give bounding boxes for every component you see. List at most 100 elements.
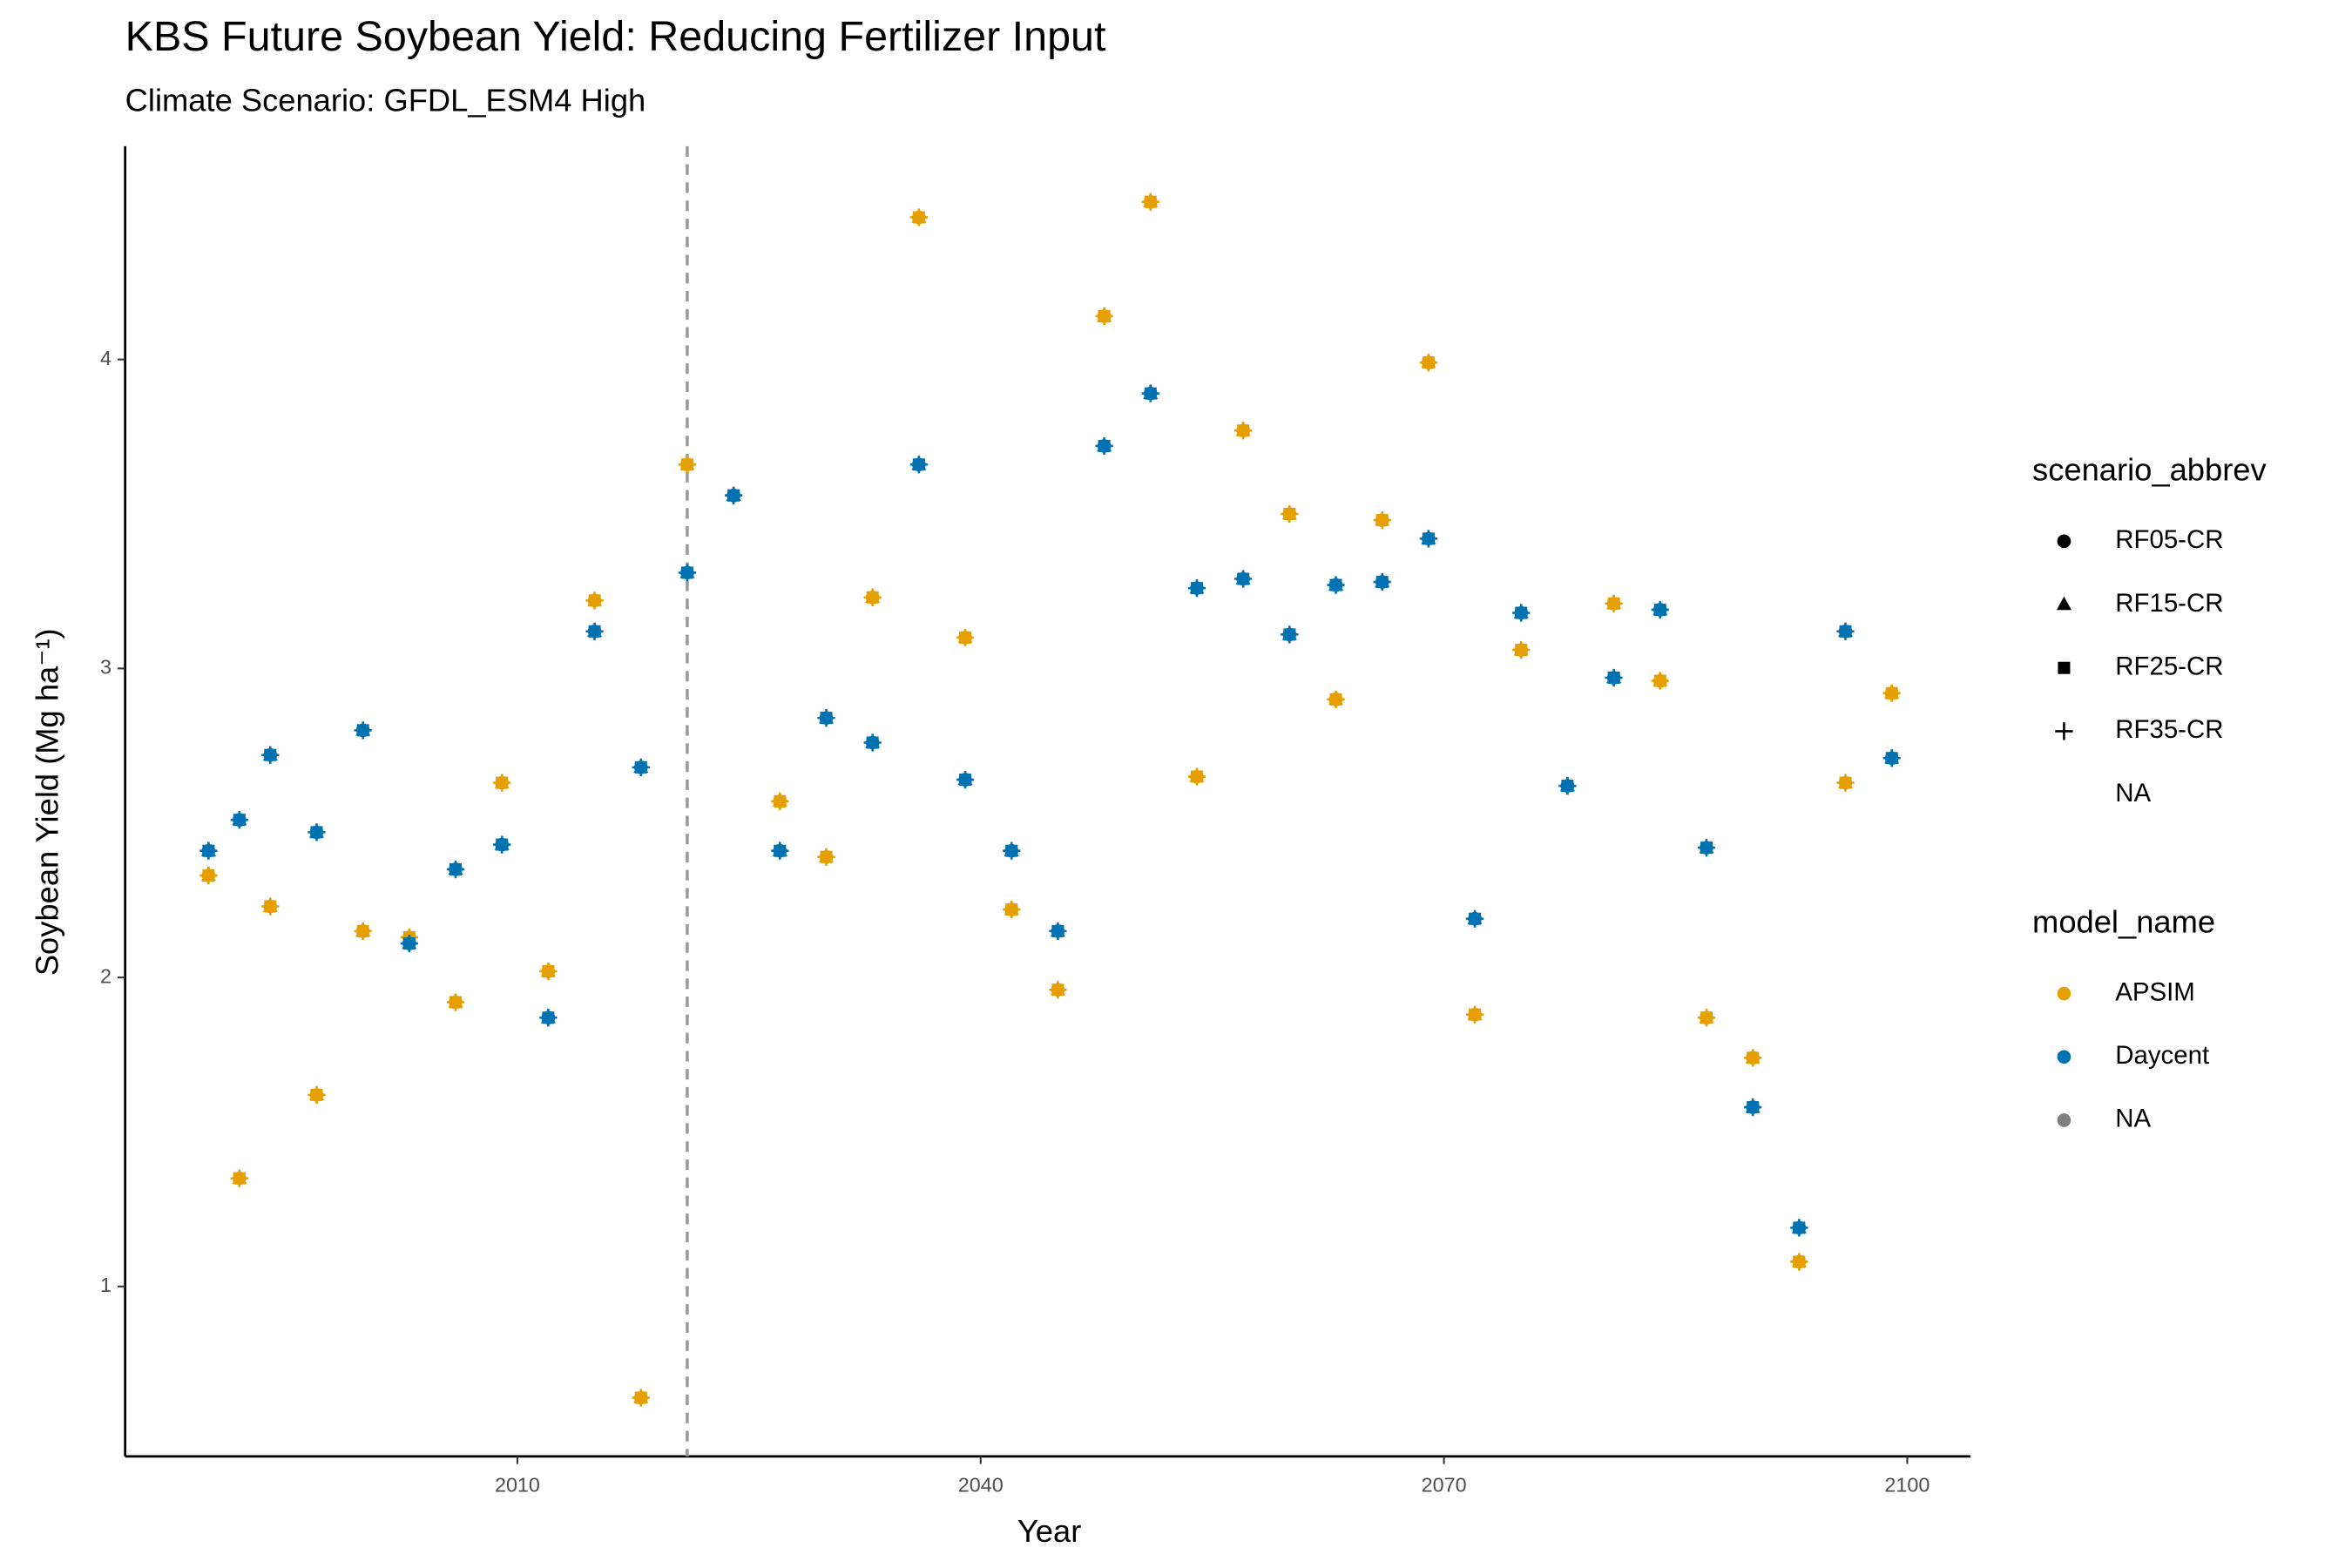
legend-label: APSIM bbox=[2115, 977, 2195, 1006]
point-plus bbox=[909, 456, 928, 474]
data-point bbox=[1836, 774, 1855, 792]
x-tick-label: 2040 bbox=[958, 1474, 1004, 1497]
point-plus bbox=[1141, 193, 1159, 211]
point-plus bbox=[1651, 672, 1669, 690]
data-point bbox=[632, 1389, 650, 1407]
data-point bbox=[1281, 504, 1299, 524]
data-point bbox=[199, 866, 218, 885]
data-point bbox=[817, 848, 835, 866]
data-point bbox=[1003, 841, 1021, 860]
point-plus bbox=[493, 835, 511, 854]
data-point bbox=[1465, 1005, 1484, 1024]
data-point bbox=[1049, 981, 1067, 999]
point-plus bbox=[261, 897, 280, 916]
point-plus bbox=[1003, 900, 1021, 919]
point-plus bbox=[2055, 722, 2073, 740]
point-plus bbox=[1095, 307, 1113, 326]
data-point bbox=[1187, 579, 1206, 598]
point-plus bbox=[632, 1389, 650, 1407]
data-point bbox=[1605, 594, 1623, 613]
data-point bbox=[261, 897, 280, 916]
point-plus bbox=[678, 564, 697, 582]
point-plus bbox=[771, 841, 789, 860]
data-point bbox=[1836, 622, 1855, 640]
data-point bbox=[817, 709, 835, 727]
point-plus bbox=[400, 934, 418, 953]
point-plus bbox=[1234, 422, 1253, 440]
data-point bbox=[909, 456, 928, 474]
data-point bbox=[1234, 570, 1253, 588]
data-point bbox=[1651, 600, 1669, 619]
point-plus bbox=[585, 622, 604, 640]
data-point bbox=[1049, 922, 1067, 941]
point-triangle bbox=[2056, 596, 2072, 611]
point-plus bbox=[1465, 909, 1484, 928]
point-plus bbox=[230, 811, 248, 829]
point-plus bbox=[1049, 922, 1067, 941]
point-plus bbox=[354, 922, 372, 941]
data-point bbox=[1882, 749, 1901, 767]
data-point bbox=[585, 622, 604, 640]
chart-subtitle: Climate Scenario: GFDL_ESM4 High bbox=[125, 82, 646, 118]
point-plus bbox=[1744, 1049, 1762, 1067]
data-point bbox=[1558, 777, 1577, 795]
data-point bbox=[956, 628, 975, 647]
data-point bbox=[771, 841, 789, 860]
legend-label: RF25-CR bbox=[2115, 652, 2223, 680]
point-plus bbox=[863, 588, 882, 606]
point-plus bbox=[1187, 767, 1206, 786]
point-plus bbox=[1790, 1253, 1808, 1271]
y-tick-label: 2 bbox=[100, 964, 112, 987]
legend-label: RF05-CR bbox=[2115, 525, 2223, 554]
legend-key bbox=[2057, 986, 2072, 1001]
data-point bbox=[678, 456, 697, 474]
point-plus bbox=[1049, 981, 1067, 999]
y-axis-title: Soybean Yield (Mg ha⁻¹) bbox=[30, 628, 65, 976]
point-plus bbox=[1605, 594, 1623, 613]
data-point bbox=[632, 758, 650, 777]
data-point bbox=[308, 823, 326, 841]
legend-title: model_name bbox=[2032, 904, 2215, 940]
legend-label: Daycent bbox=[2115, 1041, 2209, 1070]
data-point bbox=[771, 792, 789, 811]
chart-title: KBS Future Soybean Yield: Reducing Ferti… bbox=[125, 13, 1106, 60]
point-plus bbox=[909, 208, 928, 226]
point-plus bbox=[1003, 841, 1021, 860]
data-point bbox=[1141, 384, 1159, 402]
point-plus bbox=[1141, 384, 1159, 402]
point-plus bbox=[725, 486, 743, 504]
data-point bbox=[1373, 510, 1391, 530]
point-plus bbox=[1697, 838, 1716, 857]
legend-key bbox=[2055, 722, 2073, 740]
point-plus bbox=[230, 1169, 248, 1187]
point-plus bbox=[1281, 504, 1299, 524]
point-plus bbox=[1512, 640, 1531, 659]
point-plus bbox=[863, 733, 882, 752]
data-point bbox=[1790, 1219, 1808, 1237]
point-plus bbox=[1882, 684, 1901, 702]
data-point bbox=[1419, 354, 1437, 372]
data-point bbox=[446, 993, 465, 1011]
data-point bbox=[1373, 572, 1391, 591]
data-point bbox=[539, 1009, 558, 1027]
point-plus bbox=[956, 628, 975, 647]
point-plus bbox=[1836, 774, 1855, 792]
point-plus bbox=[446, 860, 465, 879]
legend-key bbox=[2057, 534, 2072, 549]
data-point bbox=[1095, 436, 1113, 456]
point-plus bbox=[1744, 1098, 1762, 1117]
data-point bbox=[230, 811, 248, 829]
data-point bbox=[1882, 684, 1901, 702]
data-point bbox=[400, 934, 418, 953]
data-point bbox=[1744, 1049, 1762, 1067]
point-plus bbox=[199, 866, 218, 885]
point-plus bbox=[539, 962, 558, 981]
point-plus bbox=[1327, 576, 1345, 594]
point-plus bbox=[817, 709, 835, 727]
point-plus bbox=[1419, 354, 1437, 372]
data-point bbox=[1327, 576, 1345, 594]
point-plus bbox=[1419, 530, 1437, 548]
data-point bbox=[1003, 900, 1021, 919]
point-plus bbox=[632, 758, 650, 777]
